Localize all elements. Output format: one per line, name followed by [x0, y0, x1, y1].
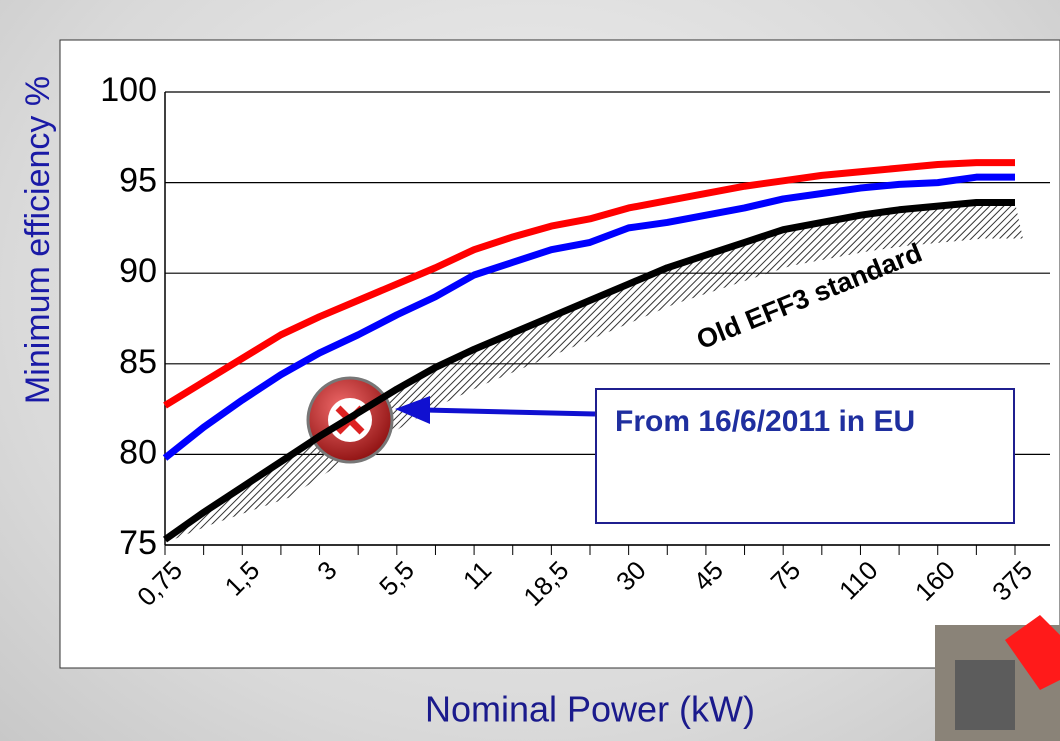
- y-tick-label: 75: [119, 524, 157, 562]
- slide: Minimum efficiency % Nominal Power (kW) …: [0, 0, 1060, 741]
- photo: [935, 615, 1060, 741]
- y-tick-label: 80: [119, 433, 157, 471]
- y-tick-label: 85: [119, 343, 157, 381]
- y-tick-label: 100: [100, 71, 157, 109]
- y-tick-label: 90: [119, 252, 157, 290]
- chart: Minimum efficiency % Nominal Power (kW) …: [0, 0, 1060, 741]
- y-axis-label: Minimum efficiency %: [19, 76, 57, 404]
- y-tick-label: 95: [119, 162, 157, 200]
- x-axis-label: Nominal Power (kW): [425, 689, 755, 730]
- annotation-box: From 16/6/2011 in EU: [595, 388, 1015, 524]
